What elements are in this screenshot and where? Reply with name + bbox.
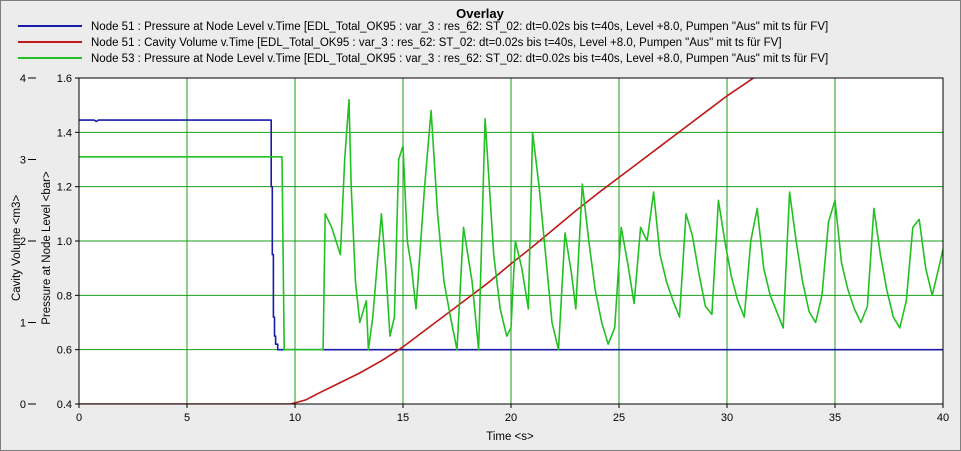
y-tick-label-pressure: 0.4 — [57, 399, 72, 411]
series-line-2 — [79, 78, 755, 404]
axes: 0 5 10 15 20 25 30 35 40 0.4 0.6 0.8 1.0 1.2 1.4 1.6 0 1 2… — [20, 73, 949, 424]
x-tick-label: 20 — [505, 412, 517, 424]
legend-entry-3: Node 53 : Pressure at Node Level v.Time … — [91, 53, 828, 65]
x-axis-label: Time <s> — [486, 431, 534, 443]
x-tick-label: 35 — [829, 412, 841, 424]
y-tick-label-volume: 4 — [20, 73, 26, 85]
y-tick-label-volume: 2 — [20, 236, 26, 248]
y-tick-label-pressure: 1.6 — [57, 73, 72, 85]
x-tick-label: 40 — [937, 412, 949, 424]
x-tick-label: 0 — [76, 412, 82, 424]
chart-title: Overlay — [456, 6, 504, 21]
plot-border — [78, 77, 944, 405]
y-tick-label-volume: 1 — [20, 318, 26, 330]
y-axis-label-pressure: Pressure at Node Level <bar> — [41, 171, 53, 325]
y-tick-label-pressure: 0.8 — [57, 290, 72, 302]
series-line-1 — [79, 119, 943, 351]
y-tick-label-pressure: 0.6 — [57, 345, 72, 357]
series-lines — [79, 78, 943, 404]
legend-entry-2: Node 51 : Cavity Volume v.Time [EDL_Tota… — [91, 37, 782, 49]
y-axis-label-volume: Cavity Volume <m3> — [11, 195, 23, 301]
y-tick-label-pressure: 1.0 — [57, 236, 72, 248]
series-line-3 — [79, 98, 943, 351]
legend-entry-1: Node 51 : Pressure at Node Level v.Time … — [91, 21, 828, 33]
y-tick-label-pressure: 1.4 — [57, 127, 72, 139]
x-tick-label: 10 — [289, 412, 301, 424]
x-tick-label: 15 — [397, 412, 409, 424]
x-tick-label: 5 — [184, 412, 190, 424]
legend: Node 51 : Pressure at Node Level v.Time … — [18, 21, 828, 65]
x-tick-label: 30 — [721, 412, 733, 424]
y-tick-label-pressure: 1.2 — [57, 182, 72, 194]
y-tick-label-volume: 3 — [20, 155, 26, 167]
y-tick-label-volume: 0 — [20, 399, 26, 411]
x-tick-label: 25 — [613, 412, 625, 424]
